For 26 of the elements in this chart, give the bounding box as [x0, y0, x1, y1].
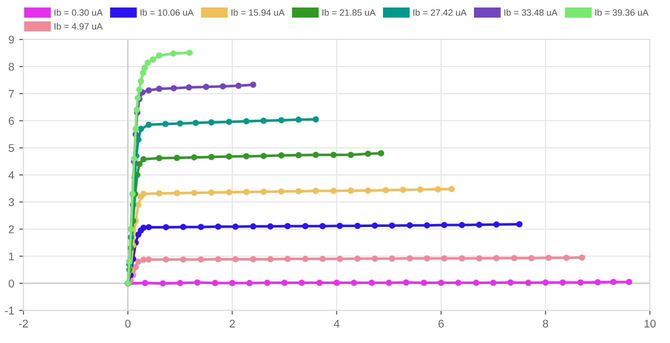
- legend-label: Ib = 0.30 uA: [54, 9, 103, 16]
- y-tick-label: 4: [8, 171, 14, 179]
- legend-label: Ib = 33.48 uA: [504, 9, 558, 16]
- legend-label: Ib = 15.94 uA: [231, 9, 285, 16]
- y-tick-label: 7: [8, 90, 14, 98]
- y-tick-label: 5: [8, 144, 14, 152]
- y-tick-label: 0: [8, 280, 14, 288]
- legend-label: Ib = 10.06 uA: [140, 9, 194, 16]
- y-tick-label: 1: [9, 252, 14, 260]
- y-tick-label: 2: [8, 225, 14, 234]
- y-tick-label: -1: [5, 306, 14, 314]
- y-tick-label: 9: [8, 36, 14, 44]
- x-tick-label: 8: [542, 320, 548, 328]
- x-tick-label: 2: [230, 320, 235, 328]
- y-tick-label: 3: [8, 198, 14, 206]
- legend-label: Ib = 4.97 uA: [54, 22, 103, 30]
- x-tick-label: 6: [438, 320, 444, 328]
- y-tick-label: 8: [8, 62, 14, 71]
- legend-label: Ib = 21.85 uA: [322, 9, 376, 16]
- y-tick-label: 6: [8, 117, 14, 125]
- x-tick-label: 0: [125, 320, 131, 328]
- x-tick-label: 4: [334, 320, 340, 328]
- x-tick-label: 10: [644, 320, 656, 328]
- legend-label: Ib = 27.42 uA: [413, 9, 467, 16]
- legend-label: Ib = 39.36 uA: [595, 9, 648, 16]
- x-tick-label: -2: [19, 320, 28, 328]
